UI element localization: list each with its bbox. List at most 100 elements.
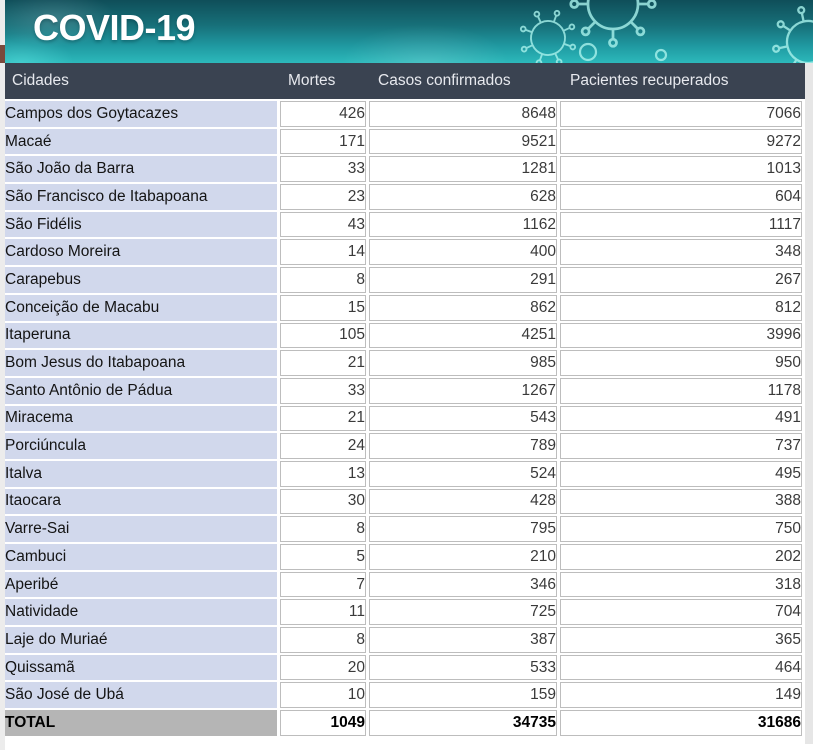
- value-cell: 464: [560, 654, 802, 681]
- value-cell: 789: [369, 433, 557, 459]
- city-cell: Cardoso Moreira: [5, 239, 277, 266]
- value-cell: 7066: [560, 101, 802, 127]
- value-cell: 171: [280, 128, 366, 155]
- city-cell: Italva: [5, 460, 277, 487]
- value-cell: 428: [369, 488, 557, 515]
- table-row: Conceição de Macabu 15 862 812: [5, 294, 802, 321]
- value-cell: 985: [369, 350, 557, 376]
- city-cell: Porciúncula: [5, 433, 277, 459]
- city-cell: Carapebus: [5, 267, 277, 293]
- table-header: Cidades Mortes Casos confirmados Pacient…: [5, 63, 805, 99]
- value-cell: 628: [369, 184, 557, 210]
- table-row: Cardoso Moreira 14 400 348: [5, 239, 802, 266]
- value-cell: 210: [369, 544, 557, 570]
- value-cell: 318: [560, 571, 802, 598]
- value-cell: 8: [280, 267, 366, 293]
- value-cell: 1281: [369, 156, 557, 183]
- value-cell: 7: [280, 571, 366, 598]
- value-cell: 524: [369, 460, 557, 487]
- table-row: Italva 13 524 495: [5, 460, 802, 487]
- left-edge-strip: [0, 0, 5, 750]
- value-cell: 737: [560, 433, 802, 459]
- page-title: COVID-19: [33, 7, 196, 48]
- value-cell: 365: [560, 627, 802, 653]
- value-cell: 159: [369, 682, 557, 709]
- value-cell: 15: [280, 294, 366, 321]
- table-row: Laje do Muriaé 8 387 365: [5, 627, 802, 653]
- value-cell: 495: [560, 460, 802, 487]
- value-cell: 4251: [369, 322, 557, 349]
- table-row: São José de Ubá 10 159 149: [5, 682, 802, 709]
- city-cell: Cambuci: [5, 544, 277, 570]
- value-cell: 21: [280, 405, 366, 432]
- city-cell: Bom Jesus do Itabapoana: [5, 350, 277, 376]
- value-cell: 30: [280, 488, 366, 515]
- value-cell: 491: [560, 405, 802, 432]
- value-cell: 8648: [369, 101, 557, 127]
- value-cell: 704: [560, 599, 802, 626]
- value-cell: 346: [369, 571, 557, 598]
- table-row: Santo Antônio de Pádua 33 1267 1178: [5, 377, 802, 404]
- value-cell: 8: [280, 516, 366, 542]
- city-cell: Aperibé: [5, 571, 277, 598]
- value-cell: 862: [369, 294, 557, 321]
- table-row: Itaperuna 105 4251 3996: [5, 322, 802, 349]
- value-cell: 3996: [560, 322, 802, 349]
- city-cell: Varre-Sai: [5, 516, 277, 542]
- value-cell: 291: [369, 267, 557, 293]
- data-table: Campos dos Goytacazes 426 8648 7066 Macaé 171…: [2, 99, 805, 738]
- value-cell: 9521: [369, 128, 557, 155]
- column-header-mortes: Mortes: [288, 72, 336, 89]
- table-row: Aperibé 7 346 318: [5, 571, 802, 598]
- column-header-cidades: Cidades: [12, 72, 69, 89]
- covid-banner: COVID-19: [5, 0, 813, 63]
- city-cell: São João da Barra: [5, 156, 277, 183]
- left-edge-accent: [0, 45, 5, 63]
- total-recovered: 31686: [560, 710, 802, 736]
- total-label: TOTAL: [5, 710, 277, 736]
- value-cell: 1117: [560, 211, 802, 238]
- value-cell: 795: [369, 516, 557, 542]
- virus-icon: [513, 0, 813, 63]
- table-body: Campos dos Goytacazes 426 8648 7066 Macaé 171…: [5, 101, 802, 709]
- value-cell: 5: [280, 544, 366, 570]
- table-row: Varre-Sai 8 795 750: [5, 516, 802, 542]
- value-cell: 1013: [560, 156, 802, 183]
- value-cell: 105: [280, 322, 366, 349]
- city-cell: Laje do Muriaé: [5, 627, 277, 653]
- column-header-pacientes-recuperados: Pacientes recuperados: [570, 72, 729, 89]
- value-cell: 11: [280, 599, 366, 626]
- table-row: Bom Jesus do Itabapoana 21 985 950: [5, 350, 802, 376]
- city-cell: Conceição de Macabu: [5, 294, 277, 321]
- value-cell: 24: [280, 433, 366, 459]
- value-cell: 750: [560, 516, 802, 542]
- value-cell: 812: [560, 294, 802, 321]
- value-cell: 149: [560, 682, 802, 709]
- value-cell: 267: [560, 267, 802, 293]
- table-row: Cambuci 5 210 202: [5, 544, 802, 570]
- value-cell: 400: [369, 239, 557, 266]
- value-cell: 426: [280, 101, 366, 127]
- value-cell: 10: [280, 682, 366, 709]
- total-confirmed: 34735: [369, 710, 557, 736]
- city-cell: Campos dos Goytacazes: [5, 101, 277, 127]
- column-header-casos-confirmados: Casos confirmados: [378, 72, 511, 89]
- city-cell: Macaé: [5, 128, 277, 155]
- value-cell: 950: [560, 350, 802, 376]
- value-cell: 33: [280, 377, 366, 404]
- table-row: Carapebus 8 291 267: [5, 267, 802, 293]
- table-row: Macaé 171 9521 9272: [5, 128, 802, 155]
- city-cell: São Francisco de Itabapoana: [5, 184, 277, 210]
- right-edge-strip: [805, 55, 813, 744]
- value-cell: 8: [280, 627, 366, 653]
- value-cell: 543: [369, 405, 557, 432]
- value-cell: 9272: [560, 128, 802, 155]
- value-cell: 533: [369, 654, 557, 681]
- value-cell: 725: [369, 599, 557, 626]
- value-cell: 388: [560, 488, 802, 515]
- city-cell: Natividade: [5, 599, 277, 626]
- value-cell: 21: [280, 350, 366, 376]
- value-cell: 33: [280, 156, 366, 183]
- table-row: São Francisco de Itabapoana 23 628 604: [5, 184, 802, 210]
